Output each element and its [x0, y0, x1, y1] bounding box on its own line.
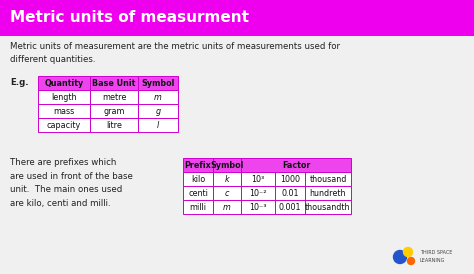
FancyBboxPatch shape [213, 186, 241, 200]
FancyBboxPatch shape [138, 76, 178, 90]
Text: LEARNING: LEARNING [420, 258, 446, 264]
FancyBboxPatch shape [183, 200, 213, 214]
Text: length: length [51, 93, 77, 101]
FancyBboxPatch shape [0, 0, 474, 36]
FancyBboxPatch shape [138, 90, 178, 104]
FancyBboxPatch shape [213, 200, 241, 214]
Text: Factor: Factor [282, 161, 310, 170]
FancyBboxPatch shape [305, 172, 351, 186]
FancyBboxPatch shape [213, 158, 241, 172]
Text: Quantity: Quantity [45, 78, 83, 87]
FancyBboxPatch shape [241, 200, 275, 214]
Text: g: g [155, 107, 161, 116]
Text: kilo: kilo [191, 175, 205, 184]
FancyBboxPatch shape [90, 90, 138, 104]
FancyBboxPatch shape [275, 172, 305, 186]
Text: THIRD SPACE: THIRD SPACE [420, 250, 452, 255]
Text: milli: milli [190, 202, 207, 212]
FancyBboxPatch shape [305, 200, 351, 214]
Circle shape [403, 247, 412, 256]
Text: Metric units of measurment: Metric units of measurment [10, 10, 249, 25]
Text: hundreth: hundreth [310, 189, 346, 198]
Circle shape [393, 250, 407, 264]
FancyBboxPatch shape [38, 104, 90, 118]
Text: m: m [154, 93, 162, 101]
Text: Prefix: Prefix [185, 161, 211, 170]
Text: thousand: thousand [310, 175, 346, 184]
FancyBboxPatch shape [275, 186, 305, 200]
FancyBboxPatch shape [138, 104, 178, 118]
Text: litre: litre [106, 121, 122, 130]
Text: l: l [157, 121, 159, 130]
Text: centi: centi [188, 189, 208, 198]
FancyBboxPatch shape [241, 158, 351, 172]
Text: 10⁻³: 10⁻³ [249, 202, 267, 212]
FancyBboxPatch shape [38, 90, 90, 104]
FancyBboxPatch shape [241, 172, 275, 186]
FancyBboxPatch shape [38, 118, 90, 132]
Text: Base Unit: Base Unit [92, 78, 136, 87]
Text: 10³: 10³ [251, 175, 264, 184]
FancyBboxPatch shape [213, 172, 241, 186]
FancyBboxPatch shape [90, 104, 138, 118]
FancyBboxPatch shape [241, 186, 275, 200]
Text: gram: gram [103, 107, 125, 116]
FancyBboxPatch shape [183, 158, 213, 172]
Text: 1000: 1000 [280, 175, 300, 184]
Text: 0.01: 0.01 [281, 189, 299, 198]
FancyBboxPatch shape [183, 172, 213, 186]
FancyBboxPatch shape [90, 118, 138, 132]
Text: E.g.: E.g. [10, 78, 28, 87]
Text: There are prefixes which
are used in front of the base
unit.  The main ones used: There are prefixes which are used in fro… [10, 158, 133, 208]
Text: mass: mass [54, 107, 74, 116]
Text: Symbol: Symbol [210, 161, 244, 170]
Circle shape [408, 258, 414, 264]
Text: thousandth: thousandth [305, 202, 351, 212]
Text: k: k [225, 175, 229, 184]
FancyBboxPatch shape [38, 76, 90, 90]
Text: 10⁻²: 10⁻² [249, 189, 267, 198]
Text: c: c [225, 189, 229, 198]
Text: Symbol: Symbol [141, 78, 175, 87]
FancyBboxPatch shape [183, 186, 213, 200]
Text: m: m [223, 202, 231, 212]
FancyBboxPatch shape [138, 118, 178, 132]
Text: 0.001: 0.001 [279, 202, 301, 212]
FancyBboxPatch shape [275, 200, 305, 214]
Text: metre: metre [102, 93, 126, 101]
FancyBboxPatch shape [90, 76, 138, 90]
FancyBboxPatch shape [305, 186, 351, 200]
Text: Metric units of measurement are the metric units of measurements used for
differ: Metric units of measurement are the metr… [10, 42, 340, 64]
Text: capacity: capacity [47, 121, 81, 130]
